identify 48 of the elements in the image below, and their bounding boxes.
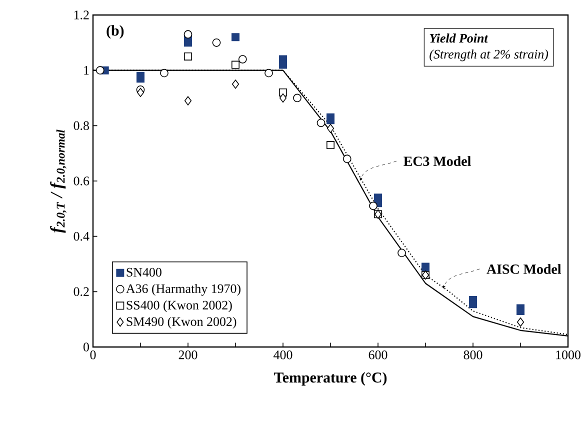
point [279,93,287,103]
y-tick-label: 1.2 [74,10,89,20]
point [342,154,352,164]
x-tick-label: 0 [90,350,96,360]
point [238,55,247,64]
point [264,68,273,78]
legend-label: SM490 (Kwon 2002) [126,316,236,329]
point [212,38,221,47]
x-tick-label: 600 [368,350,388,360]
point [184,52,192,60]
point [184,96,192,106]
point [232,60,240,69]
y-tick-label: 0.4 [74,232,90,241]
y-tick-label: 1 [84,66,89,75]
x-tick-label: 200 [178,350,198,360]
legend-label: SN400 [126,268,162,277]
point [326,141,334,150]
annotation: Yield Point [430,34,488,43]
y-tick-label: 0.2 [74,287,89,296]
y-tick-label: 0 [84,342,89,352]
y-tick-label: 0.8 [74,121,89,130]
point [184,30,192,39]
point [232,80,240,89]
y-axis-title: f$_{2.0,T}$ / f$_{2.0,normal}$ [50,130,66,233]
x-tick-label: 400 [274,350,292,360]
annotation: EC3 Model [404,156,471,166]
point [369,202,378,210]
x-tick-label: 1000 [556,350,580,360]
point [516,307,524,316]
y-tick-label: 0.6 [74,176,90,186]
point [316,118,326,128]
point [232,33,240,42]
annotation: (b) [106,25,124,39]
point [136,88,144,98]
annotation: AISC Model [486,264,562,274]
point [398,248,406,258]
point [516,318,524,327]
annotation: (Strength at 2% strain) [430,49,548,62]
legend-label: SS400 (Kwon 2002) [126,300,232,312]
point [326,124,334,134]
point [160,68,168,78]
x-tick-label: 800 [464,350,482,360]
legend-label: A36 (Harmathy 1970) [126,284,240,296]
point [96,66,104,75]
point [293,94,302,102]
x-axis-title: Temperature (°C) [274,372,387,386]
point [469,300,477,308]
point [326,116,334,124]
